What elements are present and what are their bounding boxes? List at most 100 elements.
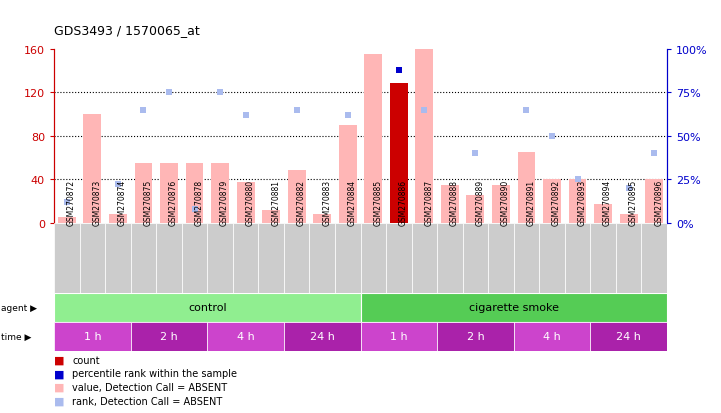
Text: GSM270885: GSM270885 — [373, 179, 382, 225]
Bar — [313, 214, 331, 223]
Bar — [386, 223, 412, 293]
Text: 1 h: 1 h — [390, 332, 407, 342]
Bar — [79, 223, 105, 293]
Bar — [616, 223, 642, 293]
Text: 4 h: 4 h — [543, 332, 561, 342]
Text: ■: ■ — [54, 396, 65, 406]
Bar — [262, 210, 280, 223]
Text: GSM270872: GSM270872 — [67, 179, 76, 225]
Bar — [390, 84, 408, 223]
Text: GSM270896: GSM270896 — [654, 179, 663, 225]
Bar — [160, 164, 178, 223]
Text: GSM270891: GSM270891 — [526, 179, 536, 225]
Text: GSM270881: GSM270881 — [271, 179, 280, 225]
Bar — [437, 223, 463, 293]
Bar — [488, 223, 514, 293]
Bar — [360, 223, 386, 293]
Text: 2 h: 2 h — [466, 332, 485, 342]
Text: control: control — [188, 303, 226, 313]
Bar — [185, 164, 203, 223]
Bar — [412, 223, 437, 293]
Bar — [211, 164, 229, 223]
Text: GSM270890: GSM270890 — [501, 179, 510, 225]
Bar — [208, 223, 233, 293]
Text: 2 h: 2 h — [160, 332, 178, 342]
Bar — [258, 223, 284, 293]
Bar — [415, 50, 433, 223]
Text: 24 h: 24 h — [616, 332, 641, 342]
Text: GSM270879: GSM270879 — [220, 179, 229, 225]
Text: ■: ■ — [54, 368, 65, 378]
Text: 4 h: 4 h — [236, 332, 255, 342]
Bar — [565, 223, 590, 293]
Bar — [360, 293, 667, 322]
Text: value, Detection Call = ABSENT: value, Detection Call = ABSENT — [72, 382, 227, 392]
Text: GSM270883: GSM270883 — [322, 179, 331, 225]
Bar — [463, 223, 488, 293]
Text: GSM270880: GSM270880 — [246, 179, 255, 225]
Text: GSM270875: GSM270875 — [143, 179, 152, 225]
Bar — [309, 223, 335, 293]
Bar — [364, 55, 382, 223]
Text: GSM270892: GSM270892 — [552, 179, 561, 225]
Bar — [590, 223, 616, 293]
Bar — [513, 322, 590, 351]
Bar — [58, 218, 76, 223]
Bar — [513, 223, 539, 293]
Text: GSM270886: GSM270886 — [399, 179, 408, 225]
Text: agent ▶: agent ▶ — [1, 303, 37, 312]
Text: ■: ■ — [54, 382, 65, 392]
Text: GSM270893: GSM270893 — [578, 179, 587, 225]
Bar — [54, 293, 360, 322]
Bar — [339, 126, 357, 223]
Text: percentile rank within the sample: percentile rank within the sample — [72, 368, 237, 378]
Bar — [645, 180, 663, 223]
Bar — [54, 322, 131, 351]
Text: GSM270889: GSM270889 — [475, 179, 485, 225]
Bar — [156, 223, 182, 293]
Bar — [105, 223, 131, 293]
Text: GSM270878: GSM270878 — [195, 179, 203, 225]
Text: GSM270882: GSM270882 — [296, 179, 306, 225]
Bar — [54, 223, 79, 293]
Text: GDS3493 / 1570065_at: GDS3493 / 1570065_at — [54, 24, 200, 37]
Bar — [642, 223, 667, 293]
Text: GSM270874: GSM270874 — [118, 179, 127, 225]
Bar — [84, 114, 102, 223]
Bar — [619, 214, 637, 223]
Text: GSM270884: GSM270884 — [348, 179, 357, 225]
Bar — [518, 152, 536, 223]
Bar — [288, 171, 306, 223]
Bar — [335, 223, 360, 293]
Text: rank, Detection Call = ABSENT: rank, Detection Call = ABSENT — [72, 396, 222, 406]
Bar — [208, 322, 284, 351]
Bar — [284, 223, 309, 293]
Bar — [131, 322, 208, 351]
Text: GSM270895: GSM270895 — [629, 179, 637, 225]
Bar — [109, 214, 127, 223]
Bar — [594, 204, 612, 223]
Text: 24 h: 24 h — [310, 332, 335, 342]
Text: time ▶: time ▶ — [1, 332, 31, 341]
Text: GSM270887: GSM270887 — [425, 179, 433, 225]
Text: ■: ■ — [54, 355, 65, 365]
Bar — [437, 322, 513, 351]
Bar — [233, 223, 258, 293]
Text: GSM270876: GSM270876 — [169, 179, 178, 225]
Text: cigarette smoke: cigarette smoke — [469, 303, 559, 313]
Bar — [539, 223, 565, 293]
Bar — [360, 322, 437, 351]
Bar — [182, 223, 208, 293]
Bar — [284, 322, 360, 351]
Text: 1 h: 1 h — [84, 332, 101, 342]
Bar — [441, 185, 459, 223]
Bar — [236, 183, 255, 223]
Bar — [135, 164, 152, 223]
Bar — [543, 180, 561, 223]
Text: GSM270894: GSM270894 — [603, 179, 612, 225]
Bar — [569, 180, 586, 223]
Text: count: count — [72, 355, 99, 365]
Bar — [590, 322, 667, 351]
Bar — [492, 185, 510, 223]
Bar — [131, 223, 156, 293]
